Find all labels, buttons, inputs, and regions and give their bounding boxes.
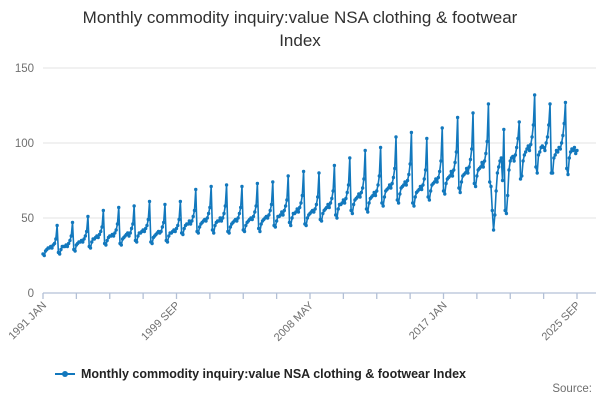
x-tick-label: 2025 SEP [540,300,584,344]
legend-item[interactable]: Monthly commodity inquiry:value NSA clot… [55,364,466,384]
data-series-line[interactable] [42,94,578,257]
y-tick-label: 0 [28,288,34,300]
y-tick-label: 100 [15,138,34,150]
x-tick-label: 2008 MAY [272,299,317,344]
x-tick-label: 2017 JAN [407,300,450,343]
source-note: Source: [552,383,592,395]
x-tick-label: 1999 SEP [139,300,183,344]
legend-label: Monthly commodity inquiry:value NSA clot… [81,367,466,381]
y-tick-label: 150 [15,63,34,75]
x-tick-label: 1991 JAN [6,300,49,343]
chart-title-line-1: Monthly commodity inquiry:value NSA clot… [82,8,518,27]
data-series-markers[interactable] [41,93,579,258]
chart-title-line-2: Index [279,31,321,50]
y-tick-label: 50 [21,213,34,225]
chart-title: Monthly commodity inquiry:value NSA clot… [0,6,600,52]
legend-line-marker-icon [55,371,75,377]
